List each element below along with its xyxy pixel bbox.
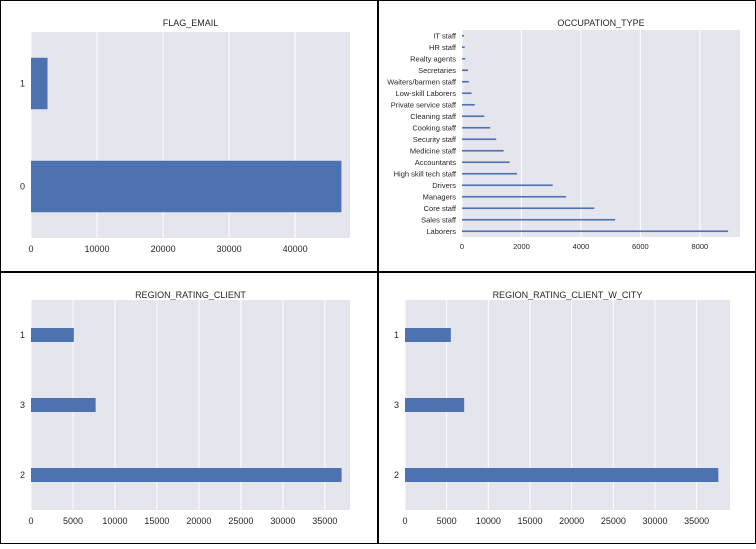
category-label: Sales staff [421, 215, 457, 224]
category-label: Security staff [413, 135, 457, 144]
x-tick-label: 5000 [437, 516, 457, 526]
chart-title: REGION_RATING_CLIENT_W_CITY [493, 290, 643, 300]
x-tick-label: 15000 [144, 516, 169, 526]
x-tick-label: 10000 [476, 516, 501, 526]
chart-panel-region-rating-client: REGION_RATING_CLIENT 0 5000 10000 15000 20000… [0, 272, 378, 544]
category-label: HR staff [429, 43, 457, 52]
category-label: 3 [394, 400, 399, 410]
x-tick-label: 20000 [151, 244, 176, 254]
x-tick-label: 35000 [312, 516, 337, 526]
bar-3 [405, 398, 465, 412]
x-tick-label: 8000 [692, 242, 709, 251]
bar-low-skill-laborers [462, 92, 472, 95]
region-rating-client-w-city-chart: REGION_RATING_CLIENT_W_CITY 0 5000 10000 150… [378, 272, 756, 544]
category-label: Low-skill Laborers [396, 89, 457, 98]
x-tick-label: 25000 [601, 516, 626, 526]
x-tick-label: 6000 [632, 242, 649, 251]
bar-laborers [462, 230, 729, 233]
x-tick-label: 15000 [517, 516, 542, 526]
chart-title: FLAG_EMAIL [163, 18, 219, 28]
chart-title: OCCUPATION_TYPE [557, 18, 644, 28]
bar-2 [31, 468, 342, 482]
category-label: Waiters/barmen staff [387, 77, 457, 86]
x-tick-label: 25000 [228, 516, 253, 526]
category-label: 1 [20, 330, 25, 340]
x-tick-label: 0 [402, 516, 407, 526]
bar-managers [462, 195, 567, 198]
category-label: Drivers [432, 181, 456, 190]
bar-private-service-staff [462, 103, 475, 106]
x-tick-label: 10000 [85, 244, 110, 254]
bar-1 [405, 328, 451, 342]
x-tick-label: 2000 [513, 242, 530, 251]
bar-secretaries [462, 69, 468, 72]
category-label: Cleaning staff [410, 112, 457, 121]
category-label: Managers [423, 192, 457, 201]
bar-waiters-barmen-staff [462, 80, 469, 83]
bar-accountants [462, 161, 510, 164]
x-tick-label: 20000 [559, 516, 584, 526]
x-tick-label: 0 [28, 244, 33, 254]
x-tick-label: 0 [28, 516, 33, 526]
x-tick-label: 30000 [217, 244, 242, 254]
bar-drivers [462, 184, 553, 187]
bar-3 [31, 398, 96, 412]
category-label: Cooking staff [412, 123, 457, 132]
x-tick-label: 20000 [186, 516, 211, 526]
x-tick-label: 30000 [642, 516, 667, 526]
category-label: IT staff [433, 31, 457, 40]
x-tick-label: 40000 [283, 244, 308, 254]
category-label: 0 [20, 182, 25, 192]
bar-2 [405, 468, 719, 482]
category-label: 2 [20, 470, 25, 480]
bar-realty-agents [462, 57, 466, 60]
bar-cleaning-staff [462, 115, 485, 118]
chart-panel-region-rating-client-w-city: REGION_RATING_CLIENT_W_CITY 0 5000 10000 150… [378, 272, 756, 544]
category-label: Laborers [426, 227, 456, 236]
category-label: 1 [394, 330, 399, 340]
x-tick-label: 30000 [270, 516, 295, 526]
plot-area [462, 30, 740, 237]
bar-cooking-staff [462, 126, 491, 129]
chart-panel-occupation-type: OCCUPATION_TYPE 0 2000 4000 6000 8000 Laborers… [378, 0, 756, 272]
category-label: Core staff [424, 204, 457, 213]
category-label: Realty agents [410, 54, 456, 63]
region-rating-client-chart: REGION_RATING_CLIENT 0 5000 10000 15000 20000… [0, 272, 378, 544]
category-label: Accountants [415, 158, 457, 167]
category-label: 1 [20, 79, 25, 89]
bar-high-skill-tech-staff [462, 172, 518, 175]
category-label: Secretaries [418, 66, 456, 75]
category-label: Private service staff [391, 100, 457, 109]
chart-title: REGION_RATING_CLIENT [135, 290, 246, 300]
occupation-type-chart: OCCUPATION_TYPE 0 2000 4000 6000 8000 Laborers… [378, 0, 756, 272]
x-tick-label: 35000 [684, 516, 709, 526]
bar-1 [31, 57, 48, 110]
bar-0 [31, 160, 342, 213]
category-label: Medicine staff [410, 146, 457, 155]
x-tick-label: 0 [460, 242, 464, 251]
category-label: 3 [20, 400, 25, 410]
bar-1 [31, 328, 74, 342]
bar-core-staff [462, 207, 595, 210]
bar-medicine-staff [462, 149, 504, 152]
chart-panel-flag-email: FLAG_EMAIL 0 10000 20000 30000 40000 0 1 [0, 0, 378, 272]
bar-hr-staff [462, 46, 465, 49]
bar-security-staff [462, 138, 497, 141]
x-tick-label: 5000 [63, 516, 83, 526]
bar-it-staff [462, 34, 465, 37]
x-tick-label: 4000 [573, 242, 590, 251]
bar-sales-staff [462, 218, 616, 221]
x-tick-label: 10000 [102, 516, 127, 526]
category-label: High skill tech staff [394, 169, 457, 178]
flag-email-chart: FLAG_EMAIL 0 10000 20000 30000 40000 0 1 [0, 0, 378, 272]
category-label: 2 [394, 470, 399, 480]
